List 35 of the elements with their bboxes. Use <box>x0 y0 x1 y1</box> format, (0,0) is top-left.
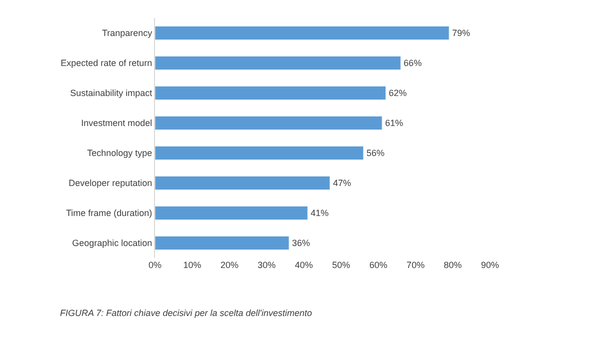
y-tick-label: Tranparency <box>102 28 153 38</box>
bar <box>155 116 382 130</box>
x-tick-label: 40% <box>294 260 313 270</box>
bar <box>155 146 364 160</box>
x-tick-label: 60% <box>369 260 388 270</box>
bar <box>155 236 290 250</box>
text: FIGURA 7: Fattori chiave decisivi per la scelta dell'investimento <box>60 308 312 318</box>
data-label: 47% <box>332 178 351 188</box>
x-tick-label: 90% <box>480 260 500 270</box>
data-label: 61% <box>385 118 404 128</box>
y-tick-label: Time frame (duration) <box>66 208 152 218</box>
x-tick-label: 50% <box>332 260 350 270</box>
x-tick-label: 30% <box>258 260 276 270</box>
data-label: 56% <box>366 148 384 158</box>
bar <box>155 56 401 70</box>
data-label: 79% <box>452 28 470 38</box>
data-label: 36% <box>292 238 310 248</box>
y-tick-label: Geographic location <box>72 238 152 248</box>
y-tick-label: Technology type <box>87 148 152 158</box>
bar <box>155 86 386 100</box>
y-tick-label: Expected rate of return <box>60 58 152 68</box>
data-label: 62% <box>388 88 407 98</box>
y-tick-label: Sustainability impact <box>70 88 153 98</box>
y-tick-label: Developer reputation <box>68 178 152 188</box>
x-tick-label: 80% <box>444 260 462 270</box>
data-label: 66% <box>404 58 422 68</box>
y-tick-label: Investment model <box>81 118 152 128</box>
bar <box>155 206 308 220</box>
x-tick-label: 10% <box>183 260 202 270</box>
bar <box>155 176 330 190</box>
data-label: 41% <box>310 208 329 218</box>
x-tick-label: 0% <box>148 260 162 270</box>
bar <box>155 26 450 40</box>
x-tick-label: 20% <box>220 260 238 270</box>
x-tick-label: 70% <box>406 260 425 270</box>
